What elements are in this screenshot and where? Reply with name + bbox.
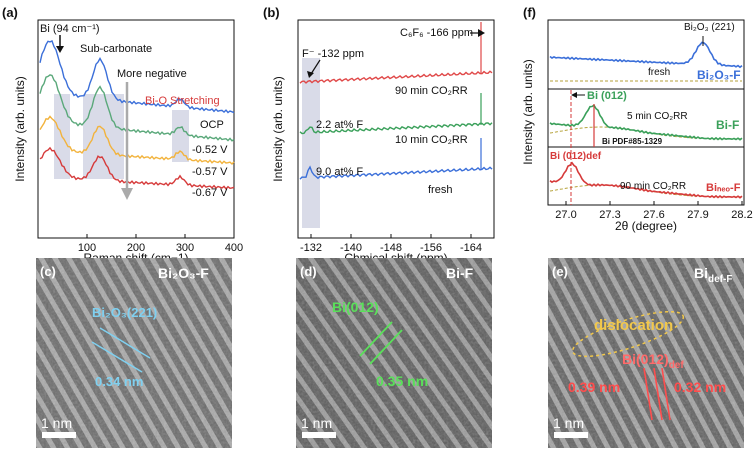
- f-xtick-label: 27.9: [687, 209, 708, 221]
- more-negative-label: More negative: [117, 68, 187, 80]
- panel-e-spacing-left: 0.39 nm: [568, 379, 620, 395]
- f-peak-bi2o3: Bi₂O₃ (221): [684, 22, 735, 33]
- trace-label-067: -0.67 V: [192, 187, 228, 199]
- f-ref-pdf: Bi PDF#85-1329: [602, 137, 663, 146]
- scalebar-e-label: 1 nm: [553, 415, 584, 431]
- panel-c-title: Bi₂O₃-F: [158, 265, 209, 281]
- panel-e-spacing-right: 0.32 nm: [674, 379, 726, 395]
- panel-d-spacing: 0.35 nm: [376, 373, 428, 389]
- trace-3: [39, 146, 235, 190]
- f-trace-0: [549, 41, 743, 69]
- b-xtick-label: -156: [420, 242, 442, 254]
- panel-f: (f) Bi₂O₃ (221) fresh Bi₂O₃-F Bi (012) 5…: [521, 5, 753, 233]
- trace-1: [39, 74, 235, 142]
- panel-a-label: (a): [2, 5, 18, 20]
- f-sample-5min: 5 min CO₂RR: [627, 111, 688, 122]
- panel-f-label: (f): [523, 5, 536, 20]
- b-note-22: 2.2 at% F: [316, 119, 363, 131]
- panel-f-xlabel: 2θ (degree): [615, 219, 677, 233]
- f-peak-bi012def: Bi (012)def: [550, 151, 602, 162]
- b-label-90min: 90 min CO₂RR: [395, 85, 468, 97]
- trace-label-052: -0.52 V: [192, 144, 228, 156]
- panel-c: (c) Bi₂O₃-F Bi₂O₃(221) 0.34 nm 1 nm: [36, 258, 232, 448]
- panel-b-axes: [297, 19, 495, 239]
- f-tag-bi2o3f: Bi₂O₃-F: [697, 68, 741, 82]
- trace-label-ocp: OCP: [200, 119, 224, 131]
- f-sample-90min: 90 min CO₂RR: [620, 181, 686, 192]
- f-tag-bif: Bi-F: [716, 118, 739, 132]
- panel-f-ylabel: Intensity (arb. units): [521, 59, 535, 164]
- b-label-10min: 10 min CO₂RR: [395, 134, 468, 146]
- panel-e-title: Bidef-F: [694, 265, 732, 285]
- trace-2: [39, 115, 235, 166]
- panel-e-dislocation: dislocation: [594, 317, 673, 334]
- panel-e-label: (e): [552, 264, 568, 279]
- panel-c-spacing: 0.34 nm: [95, 374, 143, 389]
- panel-e-plane: Bi(012)def: [622, 351, 684, 371]
- panel-d-label: (d): [300, 264, 317, 279]
- b-xtick-label: -164: [460, 242, 482, 254]
- b-xtick-label: -140: [340, 242, 362, 254]
- f-tag-bidef: Biₙₑₒ-F: [706, 182, 741, 194]
- trace-0: [39, 40, 235, 114]
- b-xtick-label: -132: [300, 242, 322, 254]
- b-trace-0: [299, 70, 493, 84]
- f-xtick-label: 28.2: [731, 209, 752, 221]
- panel-a-ylabel: Intensity (arb. units): [13, 76, 27, 181]
- panel-d-plane: Bi(012): [332, 299, 379, 315]
- a-xtick-label: 100: [78, 242, 96, 254]
- panel-b-label: (b): [263, 5, 280, 20]
- trace-label-057: -0.57 V: [192, 166, 228, 178]
- bio-label: Bi-O Stretching: [145, 95, 220, 107]
- f-xtick-label: 27.6: [643, 209, 664, 221]
- f-trace-1: [549, 104, 743, 141]
- fluoride-label: F⁻ -132 ppm: [302, 48, 364, 60]
- panel-c-label: (c): [40, 264, 56, 279]
- a-xtick-label: 300: [176, 242, 194, 254]
- scalebar-d-label: 1 nm: [301, 415, 332, 431]
- f-xtick-label: 27.3: [599, 209, 620, 221]
- panel-b: (b) F⁻ -132 ppm C₆F₆ -166 ppm 90 min CO₂…: [263, 5, 495, 265]
- f-sub-3-axes: [547, 146, 745, 206]
- b-trace-1: [299, 122, 493, 135]
- a-xtick-label: 400: [225, 242, 243, 254]
- a-xtick-label: 200: [127, 242, 145, 254]
- b-note-90: 9.0 at% F: [316, 166, 363, 178]
- bio-band: [172, 110, 189, 162]
- panel-c-plane: Bi₂O₃(221): [92, 305, 157, 320]
- f-peak-bi012: Bi (012): [587, 90, 627, 102]
- panel-d-title: Bi-F: [446, 265, 474, 281]
- scalebar-d: [302, 432, 336, 438]
- b-xtick-label: -148: [380, 242, 402, 254]
- panel-a: (a) Bi (94 cm⁻¹) Sub-carbonate More nega…: [2, 5, 243, 265]
- f-xtick-label: 27.0: [555, 209, 576, 221]
- f-trace-2: [549, 161, 743, 199]
- bi-peak-label: Bi (94 cm⁻¹): [40, 23, 100, 35]
- f-sample-fresh: fresh: [648, 67, 670, 78]
- panel-e: (e) Bidef-F dislocation Bi(012)def 0.39 …: [548, 258, 744, 448]
- b-label-fresh: fresh: [428, 184, 452, 196]
- subcarbonate-label: Sub-carbonate: [80, 43, 152, 55]
- b-trace-2: [299, 165, 493, 180]
- scalebar-c: [42, 432, 76, 438]
- subcarbonate-band: [83, 94, 124, 179]
- scalebar-c-label: 1 nm: [41, 415, 72, 431]
- c6f6-label: C₆F₆ -166 ppm: [400, 27, 473, 39]
- panel-d: (d) Bi-F Bi(012) 0.35 nm 1 nm: [296, 258, 492, 448]
- fluoride-band: [302, 58, 320, 228]
- panel-b-ylabel: Intensity (arb. units): [271, 76, 285, 181]
- scalebar-e: [554, 432, 588, 438]
